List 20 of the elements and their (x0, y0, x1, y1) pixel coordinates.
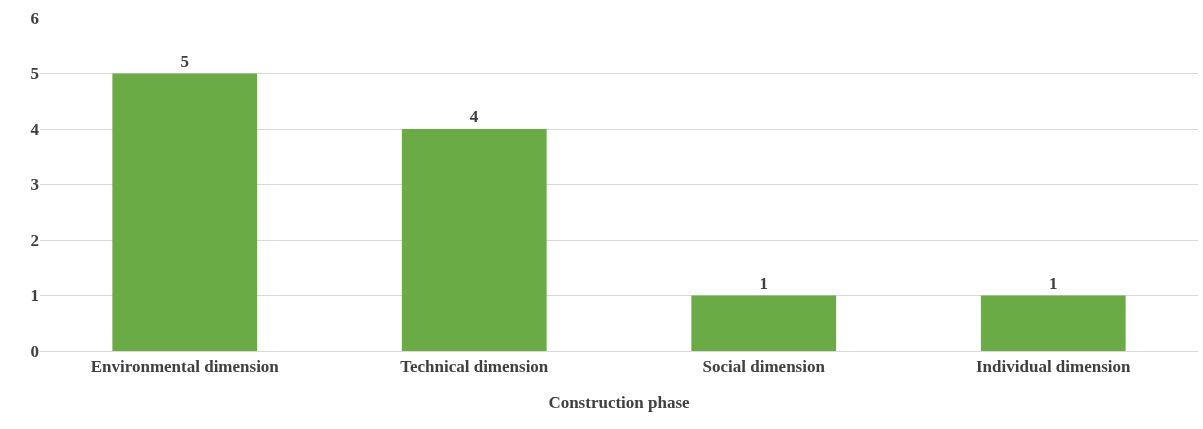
data-label: 1 (1049, 273, 1058, 293)
y-tick-label: 5 (30, 64, 39, 84)
x-tick-label: Individual dimension (976, 357, 1132, 377)
x-tick-label: Environmental dimension (90, 357, 280, 377)
y-tick-label: 1 (30, 286, 39, 306)
y-tick-label: 0 (30, 341, 39, 361)
y-tick-label: 6 (30, 8, 39, 28)
bar (401, 129, 547, 351)
x-axis-title: Construction phase (548, 392, 691, 412)
y-tick-label: 2 (30, 230, 39, 250)
x-tick-label: Social dimension (702, 357, 826, 377)
bar (691, 295, 837, 351)
y-tick-label: 3 (30, 175, 39, 195)
data-label: 5 (180, 51, 190, 71)
y-tick-label: 4 (30, 119, 40, 139)
x-tick-label: Technical dimension (400, 357, 549, 377)
data-label: 1 (759, 273, 769, 293)
bar (112, 73, 258, 351)
data-label: 4 (469, 107, 479, 126)
bar (980, 295, 1126, 351)
